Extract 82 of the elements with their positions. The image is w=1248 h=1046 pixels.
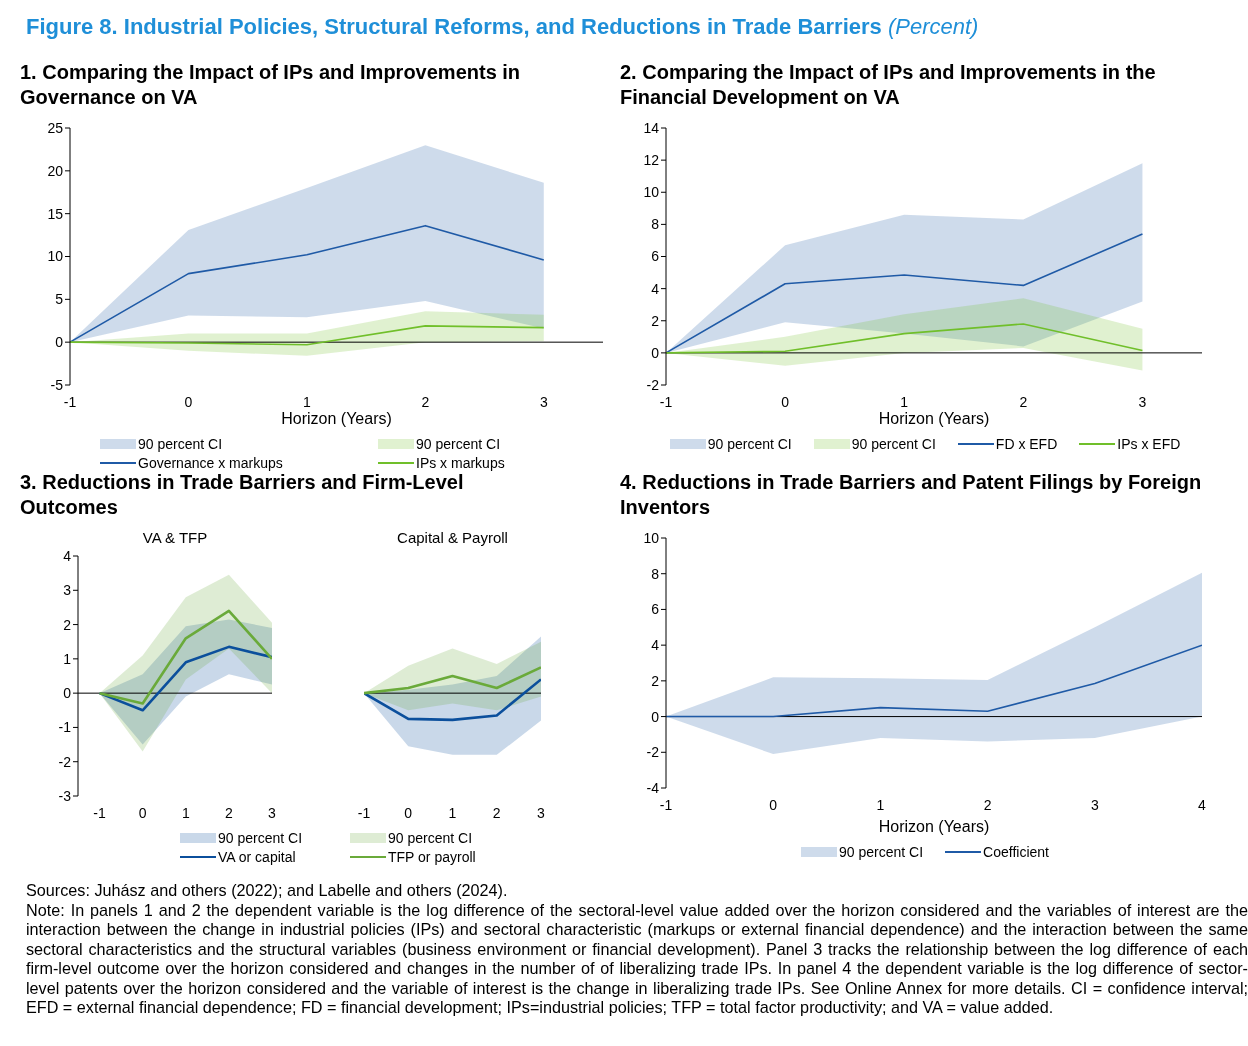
x-tick-label: 3 <box>537 804 546 821</box>
y-tick-label: -2 <box>646 744 660 761</box>
x-tick-label: 0 <box>781 393 790 410</box>
y-tick-label: 2 <box>651 672 660 689</box>
text: Figure 8. Industrial Policies, Structural Reforms, and Reductions in Trade Barriers <box>26 14 882 39</box>
text: 90 percent CI <box>851 435 936 452</box>
source-note: Sources: Juhász and others (2022); and Labelle and others (2024). <box>26 881 508 899</box>
y-tick-label: -3 <box>58 787 72 804</box>
text: 90 percent CI <box>416 435 501 452</box>
y-tick-label: 10 <box>643 529 660 546</box>
x-tick-label: 3 <box>1090 796 1099 813</box>
y-tick-label: 4 <box>651 280 660 297</box>
x-tick-label: 1 <box>900 393 909 410</box>
text: 90 percent CI <box>839 843 924 860</box>
y-tick-label: 25 <box>47 119 64 136</box>
x-tick-label: 1 <box>876 796 885 813</box>
chart-title: 1. Comparing the Impact of IPs and Improvements in Governance on VA <box>20 61 521 108</box>
x-tick-label: 1 <box>448 804 457 821</box>
x-tick-label: 0 <box>184 393 193 410</box>
y-tick-label: 6 <box>651 248 660 265</box>
x-tick-label: 3 <box>268 804 277 821</box>
text: 90 percent CI <box>388 829 473 846</box>
chart-title: 3. Reductions in Trade Barriers and Firm-Level Outcomes <box>20 471 464 518</box>
x-axis-title: Horizon (Years) <box>281 410 392 427</box>
x-axis-title: Horizon (Years) <box>878 410 990 427</box>
chart-subtitle: VA & TFP <box>142 529 208 546</box>
x-tick-label: 0 <box>404 804 413 821</box>
x-tick-label: 2 <box>983 796 992 813</box>
x-tick-label: 0 <box>138 804 147 821</box>
y-tick-label: 10 <box>47 248 64 265</box>
y-tick-label: 0 <box>651 708 660 725</box>
y-tick-label: -5 <box>50 376 64 393</box>
chart-title: 2. Comparing the Impact of IPs and Improvements in the Financial Development on VA <box>620 61 1156 108</box>
x-tick-label: 2 <box>224 804 233 821</box>
x-tick-label: 0 <box>769 796 778 813</box>
chart-title: 4. Reductions in Trade Barriers and Patent Filings by Foreign Inventors <box>620 471 1202 518</box>
y-tick-label: 15 <box>47 205 64 222</box>
y-tick-label: -2 <box>646 376 660 393</box>
y-tick-label: 4 <box>63 547 72 564</box>
x-tick-label: 3 <box>1138 393 1147 410</box>
y-tick-label: 2 <box>63 616 72 633</box>
x-tick-label: -1 <box>357 804 371 821</box>
y-tick-label: -2 <box>58 753 72 770</box>
y-tick-label: 0 <box>651 344 660 361</box>
y-tick-label: 2 <box>651 312 660 329</box>
legend-label: TFP or payroll <box>388 848 476 865</box>
x-tick-label: 2 <box>421 393 430 410</box>
legend-label: Coefficient <box>983 843 1049 860</box>
y-tick-label: 1 <box>63 650 72 667</box>
text: 90 percent CI <box>707 435 792 452</box>
x-tick-label: 1 <box>302 393 311 410</box>
text: Note: In panels 1 and 2 the dependent variable is the log difference of the sectoral-level value added over the horizon considered and the variables of interest are the interaction between the change in industrial policies (IPs) and sectoral characteristic (markups or external financial dependence) and the interaction between the same sectoral characteristics and the structural variables (business environment or financial development). Panel 3 tracks the relationship between the log difference of each firm-level outcome over the horizon considered and changes in the number of of liberalizing trade IPs. In panel 4 the dependent variable is the log difference of sector-level patents over the horizon considered and the variable of interest is the change in liberalizing trade IPs. See Online Annex for more details. CI = confidence interval; EFD = external financial dependence; FD = financial development; IPs=industrial policies; TFP = total factor productivity; and VA = value added. <box>26 900 1248 1016</box>
y-tick-label: 20 <box>47 162 64 179</box>
x-tick-label: 2 <box>492 804 501 821</box>
text: 90 percent CI <box>138 435 223 452</box>
y-tick-label: 3 <box>63 582 72 599</box>
y-tick-label: 8 <box>651 565 660 582</box>
y-tick-label: 6 <box>651 601 660 618</box>
x-tick-label: 3 <box>539 393 548 410</box>
y-tick-label: 0 <box>55 334 64 351</box>
x-tick-label: 2 <box>1019 393 1028 410</box>
legend-label: Governance x markups <box>138 454 283 471</box>
y-tick-label: -4 <box>646 779 660 796</box>
y-tick-label: 12 <box>643 152 660 169</box>
x-tick-label: -1 <box>93 804 106 821</box>
y-tick-label: -1 <box>58 719 72 736</box>
y-tick-label: 10 <box>643 184 660 201</box>
text: 90 percent CI <box>218 829 303 846</box>
chart-title: Capital & Payroll <box>397 529 508 546</box>
text: (Percent) <box>887 14 979 39</box>
legend-label: IPs x markups <box>416 454 505 471</box>
x-tick-label: 4 <box>1198 796 1207 813</box>
x-tick-label: 1 <box>181 804 190 821</box>
legend-label: FD x EFD <box>995 435 1058 452</box>
legend-label: IPs x EFD <box>1117 435 1181 452</box>
legend-label: VA or capital <box>218 848 296 865</box>
y-tick-label: 5 <box>55 291 64 308</box>
x-axis-title: Horizon (Years) <box>878 818 990 835</box>
y-tick-label: 14 <box>643 119 660 136</box>
y-tick-label: 4 <box>651 637 660 654</box>
y-tick-label: 8 <box>651 216 660 233</box>
y-tick-label: 0 <box>63 685 72 702</box>
